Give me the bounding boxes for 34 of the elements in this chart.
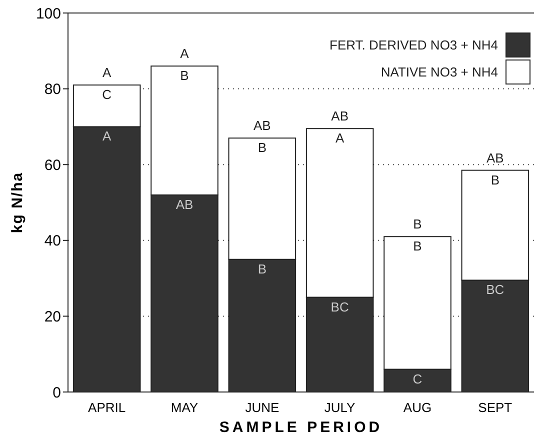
y-tick-label: 0 xyxy=(52,384,61,402)
annotation: A xyxy=(102,128,112,144)
y-tick-label: 40 xyxy=(44,232,61,250)
x-tick-label: JULY xyxy=(324,400,356,415)
annotation: C xyxy=(102,87,112,102)
annotation: A xyxy=(335,130,344,146)
annotation: B xyxy=(258,261,267,276)
y-tick-label: 20 xyxy=(44,308,61,326)
y-tick-label: 100 xyxy=(36,5,61,22)
x-tick-label: AUG xyxy=(403,400,432,415)
annotation: B xyxy=(490,172,500,188)
annotation: AB xyxy=(486,150,504,166)
x-axis-title: SAMPLE PERIOD xyxy=(219,419,383,436)
annotation: BC xyxy=(330,299,349,314)
x-tick-label: APRIL xyxy=(88,400,126,415)
x-tick-label: MAY xyxy=(170,400,198,415)
x-tick-label: JUNE xyxy=(245,400,280,415)
annotation: A xyxy=(102,65,112,80)
annotation: AB xyxy=(253,118,271,134)
annotation: B xyxy=(413,216,422,232)
y-axis-title: kg N/ha xyxy=(9,172,26,234)
y-tick-label: 60 xyxy=(44,156,61,174)
legend-label: FERT. DERIVED NO3 + NH4 xyxy=(330,38,498,53)
annotation: B xyxy=(258,140,267,156)
annotation: BC xyxy=(486,282,504,298)
x-tick-label: SEPT xyxy=(478,400,512,415)
annotation: A xyxy=(180,46,190,62)
annotation: C xyxy=(412,371,422,386)
annotation: B xyxy=(413,238,422,254)
annotation: B xyxy=(180,68,189,84)
legend-label: NATIVE NO3 + NH4 xyxy=(380,64,498,80)
y-tick-label: 80 xyxy=(44,81,61,98)
annotation: AB xyxy=(331,108,349,124)
annotation: AB xyxy=(176,196,194,212)
